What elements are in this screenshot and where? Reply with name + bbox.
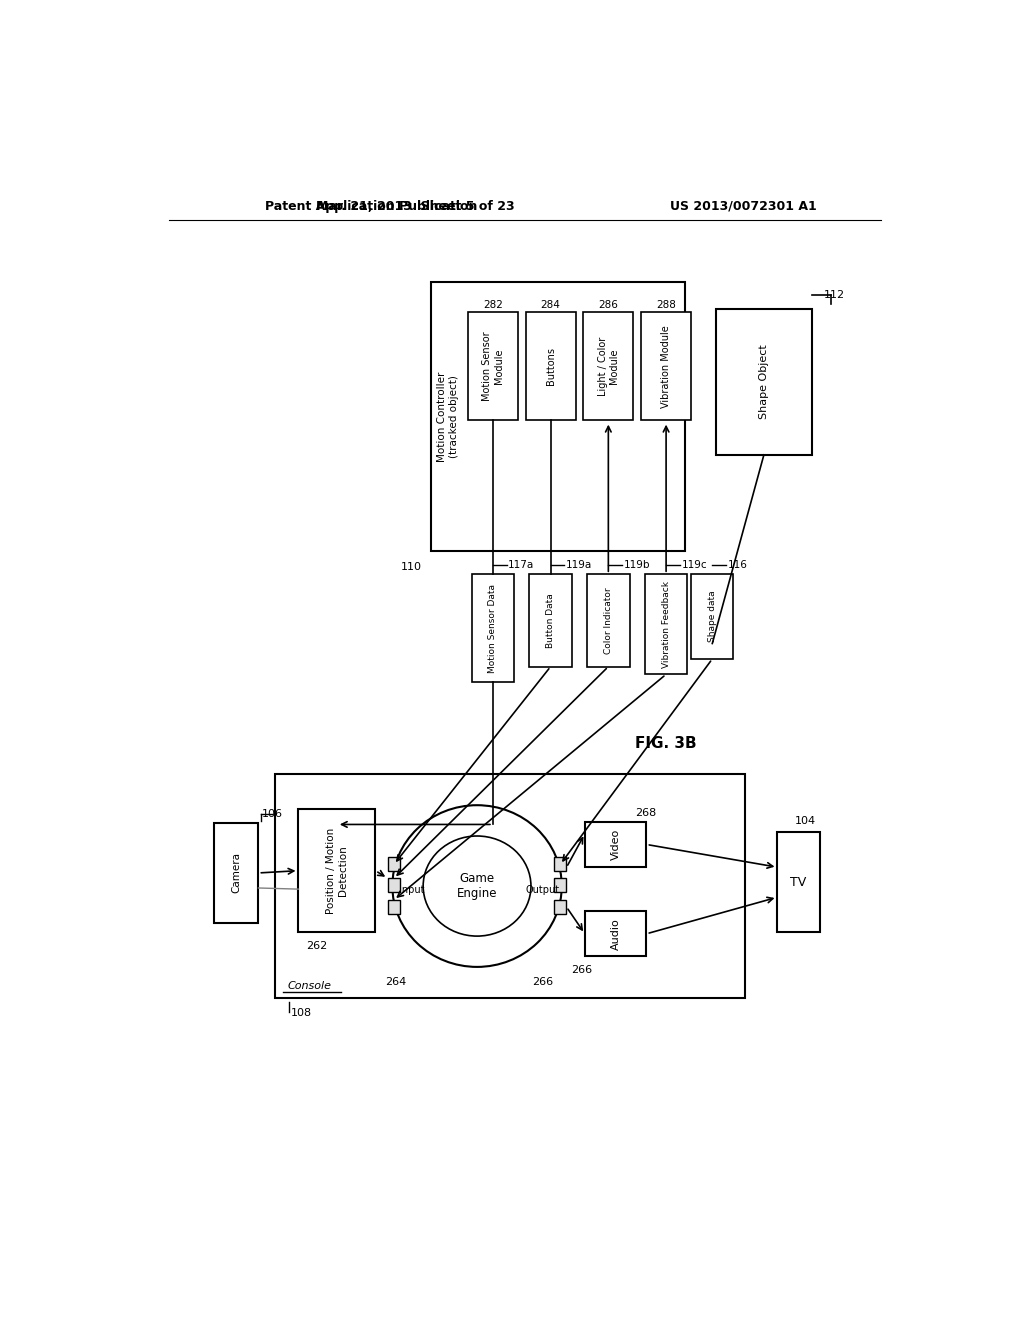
Text: 262: 262 <box>306 941 328 952</box>
Text: 282: 282 <box>483 300 503 310</box>
Bar <box>472 574 514 682</box>
Text: Video: Video <box>610 829 621 861</box>
Bar <box>641 313 691 420</box>
Text: 108: 108 <box>291 1008 312 1018</box>
Text: Position / Motion
Detection: Position / Motion Detection <box>326 828 348 913</box>
Text: 119a: 119a <box>566 560 592 570</box>
Text: 110: 110 <box>400 561 422 572</box>
Bar <box>529 574 571 667</box>
Text: Motion Sensor Data: Motion Sensor Data <box>488 583 498 673</box>
Text: Audio: Audio <box>610 917 621 949</box>
Bar <box>584 313 634 420</box>
Text: Vibration Module: Vibration Module <box>662 325 671 408</box>
Text: Input: Input <box>399 884 424 895</box>
Bar <box>585 822 646 867</box>
Text: 266: 266 <box>531 977 553 987</box>
Bar <box>525 313 575 420</box>
Text: Game
Engine: Game Engine <box>457 873 498 900</box>
Text: 268: 268 <box>635 808 656 818</box>
Text: 264: 264 <box>386 977 407 987</box>
Bar <box>388 878 400 892</box>
Bar <box>716 309 812 455</box>
Text: 119c: 119c <box>682 560 708 570</box>
Text: Mar. 21, 2013  Sheet 5 of 23: Mar. 21, 2013 Sheet 5 of 23 <box>316 199 515 213</box>
Text: Motion Controller
(tracked object): Motion Controller (tracked object) <box>437 371 459 462</box>
Text: Light / Color
Module: Light / Color Module <box>598 337 620 396</box>
Text: 116: 116 <box>728 560 748 570</box>
Bar <box>777 832 819 932</box>
Bar <box>585 911 646 956</box>
Text: 288: 288 <box>656 300 676 310</box>
Text: 112: 112 <box>823 289 845 300</box>
Text: Patent Application Publication: Patent Application Publication <box>265 199 477 213</box>
Bar <box>554 900 566 913</box>
Ellipse shape <box>423 836 531 936</box>
Text: Buttons: Buttons <box>546 347 556 385</box>
Bar <box>554 857 566 871</box>
Bar <box>388 900 400 913</box>
Bar <box>214 822 258 923</box>
Bar <box>431 281 685 552</box>
Text: TV: TV <box>791 875 807 888</box>
Text: Color Indicator: Color Indicator <box>604 587 612 653</box>
Text: 104: 104 <box>795 816 816 825</box>
Text: 117a: 117a <box>508 560 535 570</box>
Bar <box>554 878 566 892</box>
Text: Console: Console <box>288 981 332 991</box>
Text: Shape data: Shape data <box>708 591 717 643</box>
Text: US 2013/0072301 A1: US 2013/0072301 A1 <box>670 199 816 213</box>
Bar <box>275 775 745 998</box>
Bar <box>298 809 376 932</box>
Bar <box>388 857 400 871</box>
Text: Output: Output <box>525 884 559 895</box>
Bar <box>691 574 733 659</box>
Text: 106: 106 <box>262 809 284 818</box>
Text: 286: 286 <box>598 300 618 310</box>
Text: Camera: Camera <box>231 853 241 894</box>
Bar <box>587 574 630 667</box>
Text: Motion Sensor
Module: Motion Sensor Module <box>482 331 504 401</box>
Text: 119b: 119b <box>624 560 650 570</box>
Text: Vibration Feedback: Vibration Feedback <box>662 581 671 668</box>
Bar <box>645 574 687 675</box>
Text: Button Data: Button Data <box>546 593 555 648</box>
Text: FIG. 3B: FIG. 3B <box>635 737 696 751</box>
Bar <box>468 313 518 420</box>
Text: Shape Object: Shape Object <box>759 345 769 418</box>
Text: 266: 266 <box>571 965 592 975</box>
Ellipse shape <box>392 805 562 966</box>
Text: 284: 284 <box>541 300 560 310</box>
